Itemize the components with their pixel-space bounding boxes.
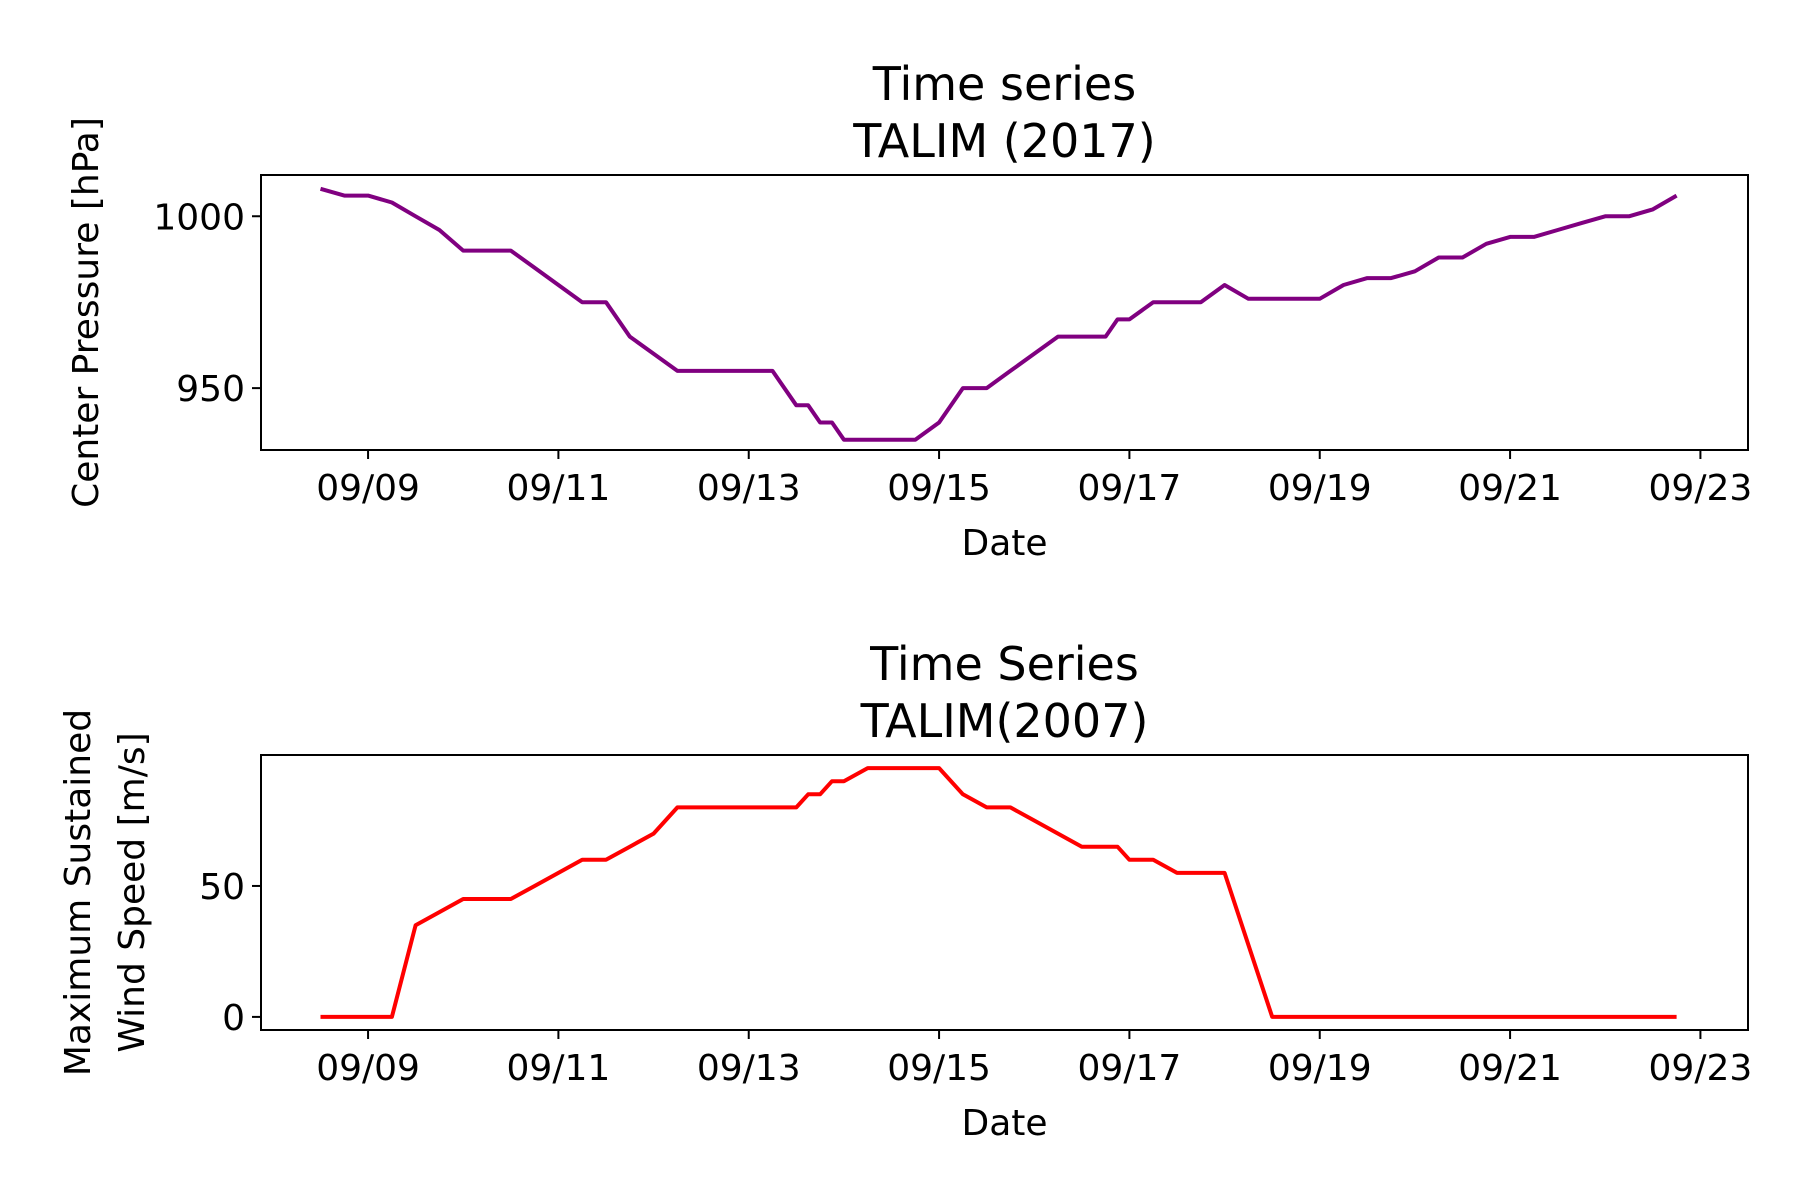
y-tick-label: 0 bbox=[222, 998, 245, 1039]
x-tick-label: 09/15 bbox=[887, 1048, 991, 1089]
series-line bbox=[319, 186, 1678, 442]
y-axis-label-line: Wind Speed [m/s] bbox=[112, 732, 153, 1052]
chart-title-line: Time Series bbox=[869, 637, 1139, 691]
y-tick-label: 1000 bbox=[153, 197, 245, 238]
x-tick-label: 09/19 bbox=[1268, 1048, 1372, 1089]
series-line bbox=[320, 766, 1677, 1019]
x-tick-label: 09/11 bbox=[507, 1048, 611, 1089]
x-tick-label: 09/21 bbox=[1458, 468, 1562, 509]
x-tick-label: 09/23 bbox=[1649, 1048, 1753, 1089]
y-axis-label-line: Maximum Sustained bbox=[58, 709, 99, 1076]
x-tick-label: 09/17 bbox=[1078, 1048, 1182, 1089]
x-tick-label: 09/17 bbox=[1078, 468, 1182, 509]
x-tick-label: 09/09 bbox=[316, 468, 420, 509]
chart-title-line: TALIM (2017) bbox=[852, 114, 1155, 168]
y-axis-label-line: Center Pressure [hPa] bbox=[66, 117, 107, 508]
plot-frame bbox=[260, 754, 1749, 1031]
x-tick-label: 09/13 bbox=[697, 468, 801, 509]
x-tick-label: 09/21 bbox=[1458, 1048, 1562, 1089]
x-tick-label: 09/11 bbox=[507, 468, 611, 509]
chart-title-line: Time series bbox=[872, 57, 1136, 111]
plot-frame bbox=[260, 174, 1749, 451]
y-tick-label: 50 bbox=[199, 867, 245, 908]
x-tick-label: 09/13 bbox=[697, 1048, 801, 1089]
chart-title-line: TALIM(2007) bbox=[860, 694, 1149, 748]
x-tick-label: 09/09 bbox=[316, 1048, 420, 1089]
x-axis-label: Date bbox=[961, 1103, 1047, 1144]
x-tick-label: 09/19 bbox=[1268, 468, 1372, 509]
x-tick-label: 09/15 bbox=[887, 468, 991, 509]
y-tick-label: 950 bbox=[176, 369, 245, 410]
x-axis-label: Date bbox=[961, 523, 1047, 564]
x-tick-label: 09/23 bbox=[1649, 468, 1753, 509]
